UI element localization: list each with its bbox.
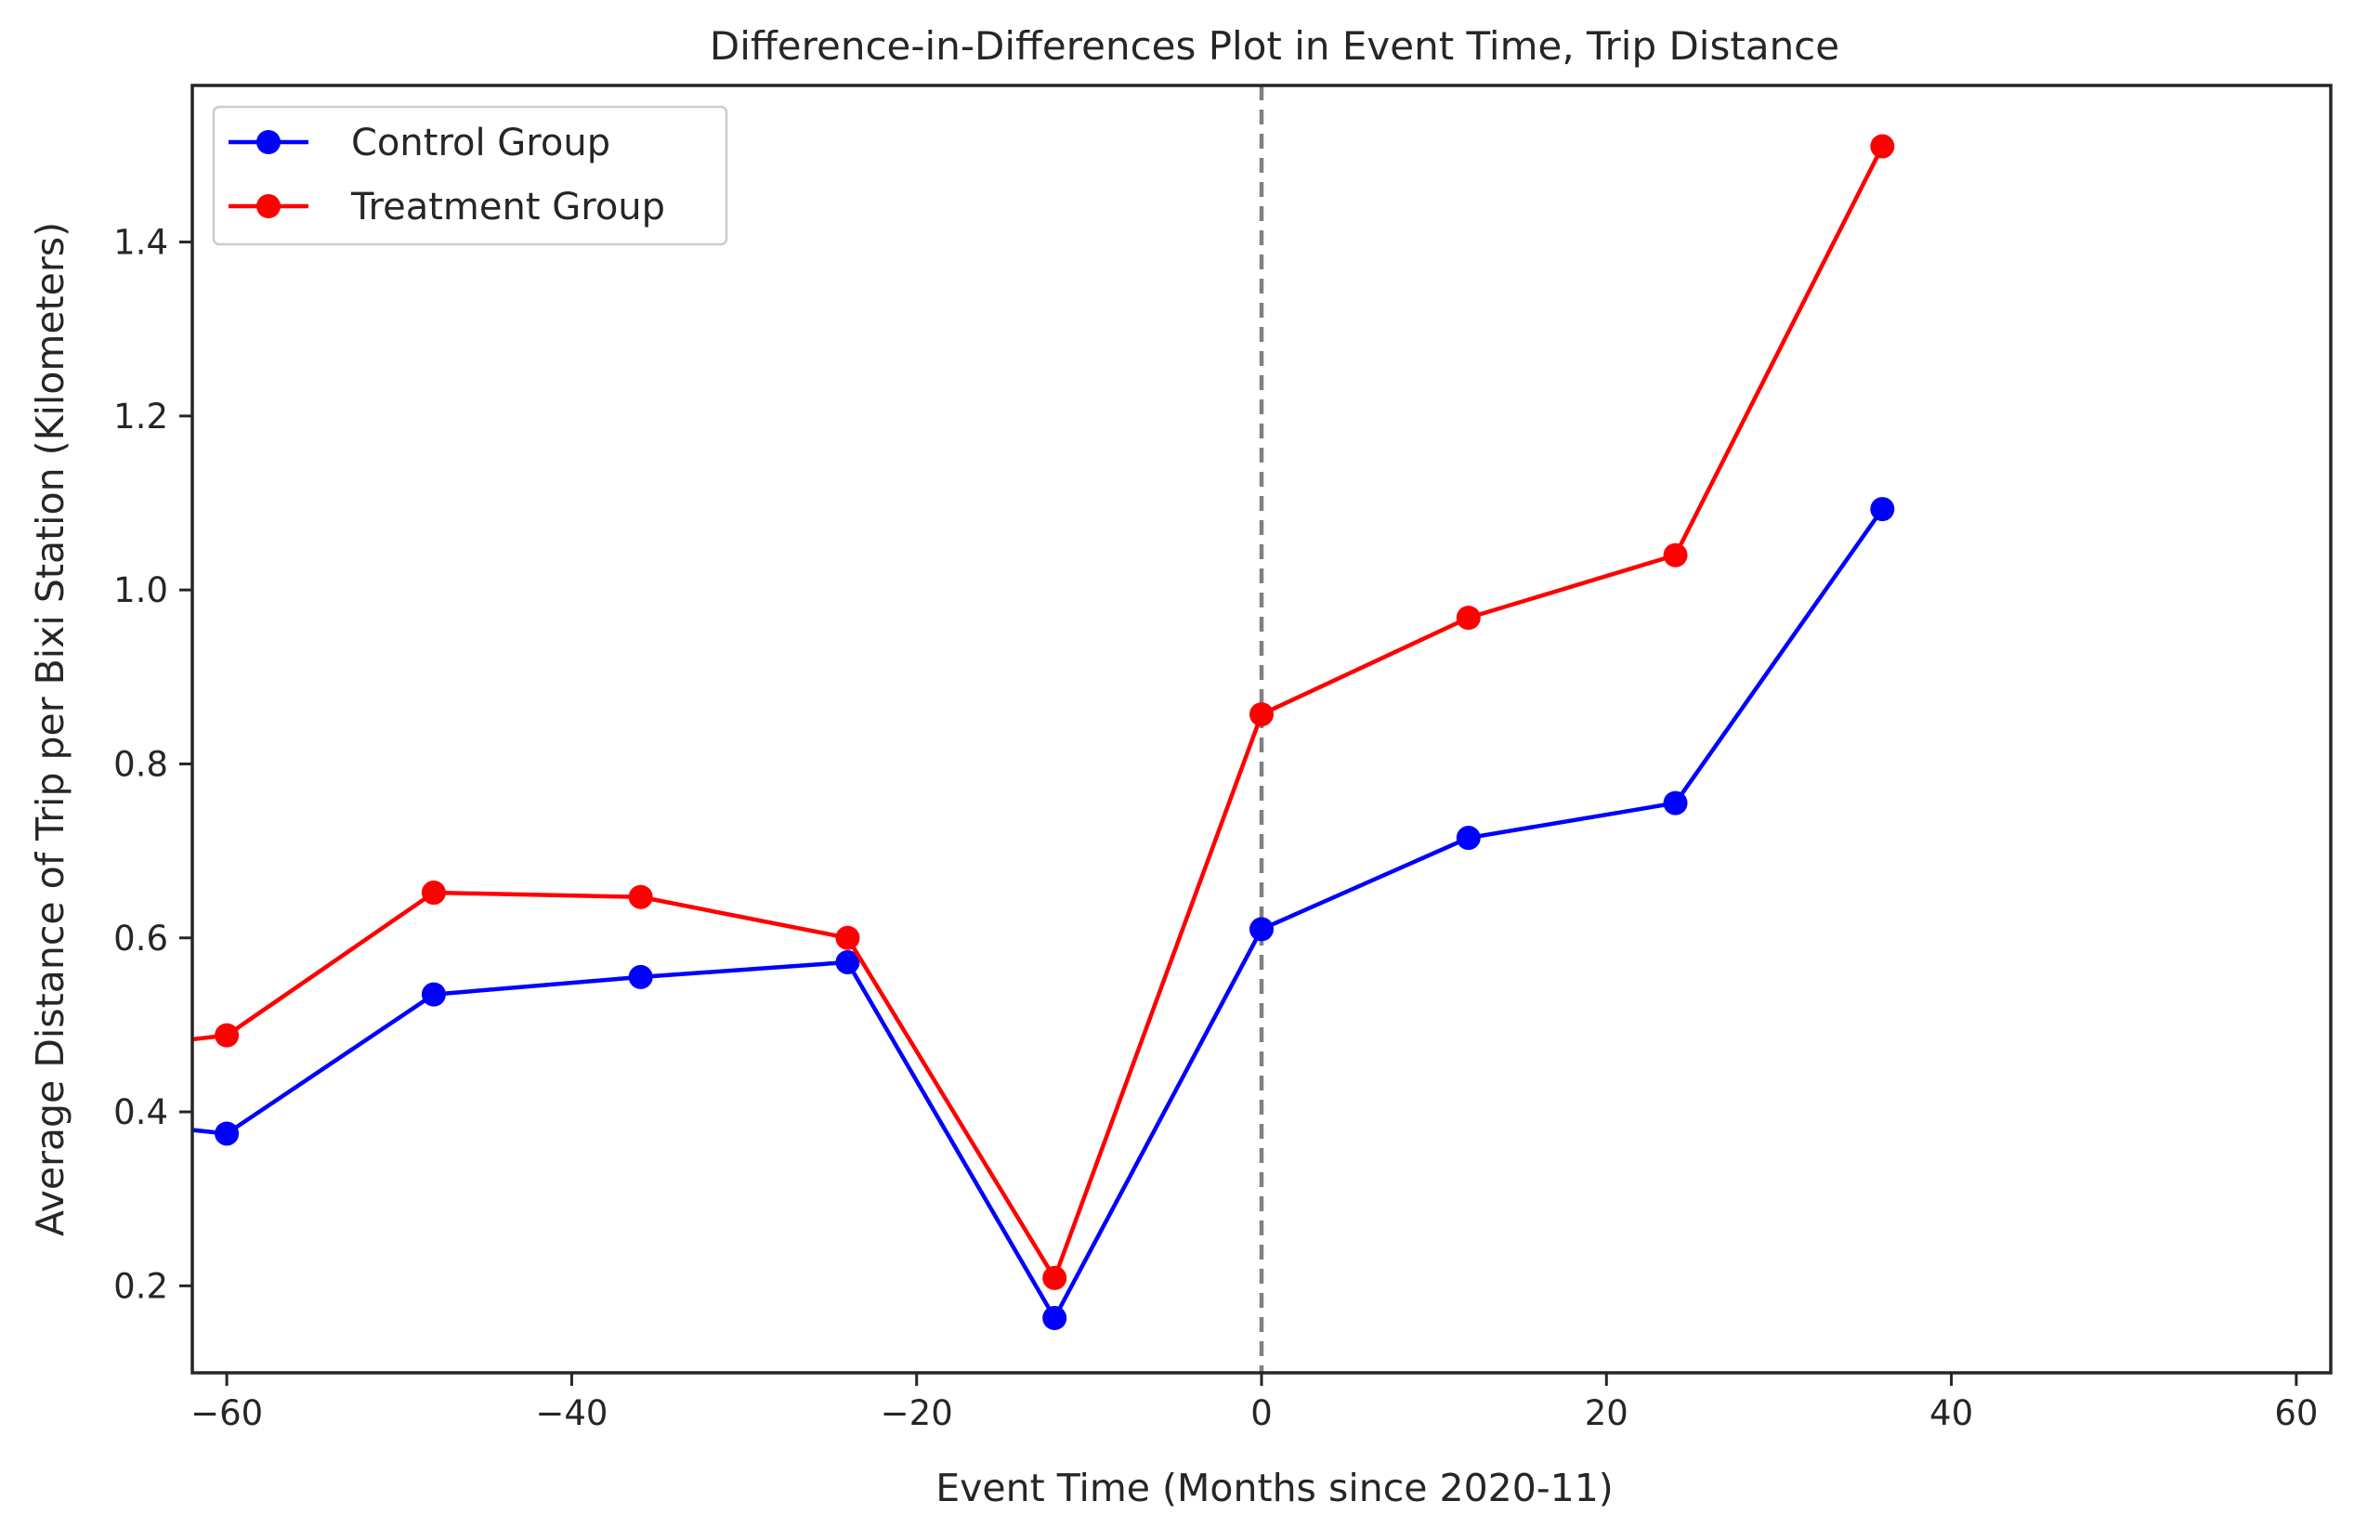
x-tick-label-2: −20 xyxy=(881,1393,953,1433)
legend-label-treatment: Treatment Group xyxy=(350,186,665,228)
plot-frame xyxy=(190,84,2333,1375)
series-0-point-9 xyxy=(1870,497,1895,522)
legend-marker-treatment xyxy=(256,194,281,218)
y-tick-label-2: 0.6 xyxy=(113,919,168,959)
series-0-point-8 xyxy=(1663,790,1688,816)
legend: Control Group Treatment Group xyxy=(212,105,728,246)
chart-title: Difference-in-Differences Plot in Event … xyxy=(710,23,1839,69)
x-axis-label: Event Time (Months since 2020-11) xyxy=(935,1466,1614,1510)
legend-box xyxy=(212,105,728,246)
axis-ticks: −60 −40 −20 0 20 40 60 0.2 0.4 0.6 0.8 1.0 1.2 1.4 xyxy=(113,223,2318,1433)
series-1-line xyxy=(192,145,1885,1281)
x-tick-label-5: 40 xyxy=(1929,1393,1973,1433)
series-0-line xyxy=(192,507,1885,1321)
x-tick-label-6: 60 xyxy=(2274,1393,2318,1433)
series-1-point-5 xyxy=(1042,1265,1067,1290)
legend-label-control: Control Group xyxy=(351,122,610,164)
y-tick-label-3: 0.8 xyxy=(113,744,168,784)
x-tick-label-0: −60 xyxy=(190,1393,263,1433)
series-1 xyxy=(192,134,1895,1290)
y-tick-label-4: 1.0 xyxy=(113,570,168,610)
series-0 xyxy=(192,497,1895,1331)
series-0-point-1 xyxy=(215,1121,240,1146)
y-tick-label-5: 1.2 xyxy=(113,397,168,437)
x-tick-label-4: 20 xyxy=(1585,1393,1628,1433)
series-0-point-2 xyxy=(421,982,446,1007)
series-0-point-6 xyxy=(1249,917,1274,942)
series-0-point-3 xyxy=(628,964,653,989)
y-tick-label-6: 1.4 xyxy=(113,223,168,263)
series-1-point-1 xyxy=(215,1023,240,1048)
y-axis-label: Average Distance of Trip per Bixi Statio… xyxy=(28,222,72,1236)
series-1-point-8 xyxy=(1663,542,1688,568)
series-0-point-4 xyxy=(835,949,860,974)
series-0-point-7 xyxy=(1456,826,1481,851)
series-1-point-4 xyxy=(835,925,860,950)
series-1-point-9 xyxy=(1870,134,1895,159)
series-1-point-2 xyxy=(421,881,446,906)
y-tick-label-1: 0.4 xyxy=(113,1092,168,1132)
x-tick-label-1: −40 xyxy=(535,1393,608,1433)
series-1-point-3 xyxy=(628,884,653,909)
x-tick-label-3: 0 xyxy=(1250,1393,1273,1433)
series-layer xyxy=(192,134,1895,1331)
series-1-point-7 xyxy=(1456,606,1481,631)
y-tick-label-0: 0.2 xyxy=(113,1266,168,1306)
legend-marker-control xyxy=(256,130,281,154)
series-0-point-5 xyxy=(1042,1306,1067,1331)
series-1-point-6 xyxy=(1249,702,1274,727)
